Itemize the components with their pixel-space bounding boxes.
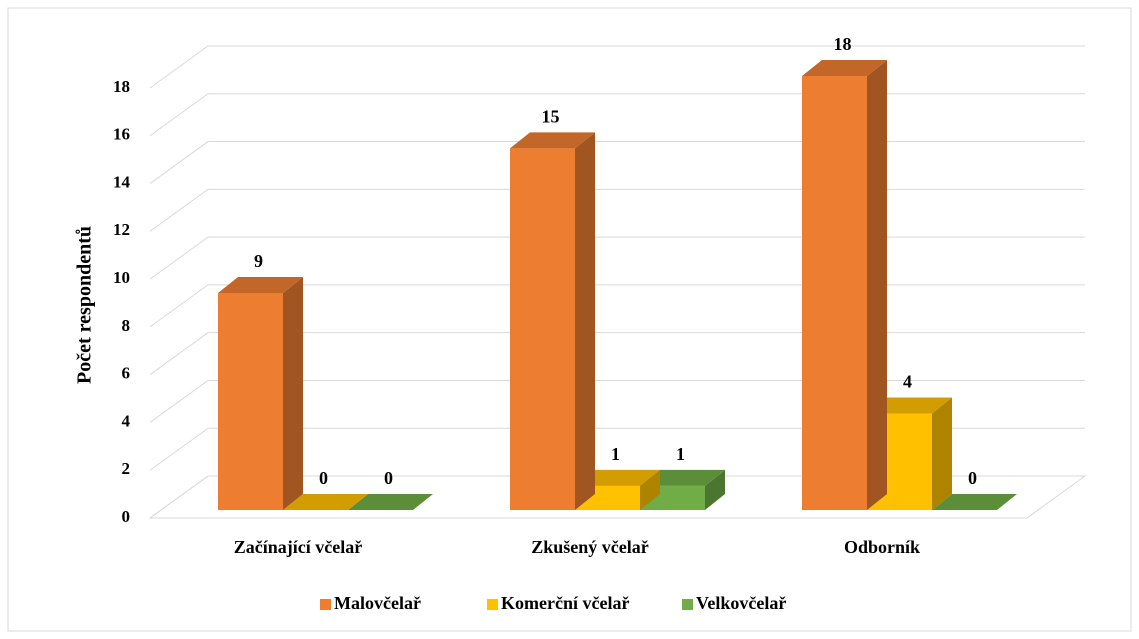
y-axis-label: Počet respondentů — [74, 226, 96, 384]
data-label: 18 — [834, 34, 852, 54]
grid-line — [149, 141, 1085, 184]
bar-top — [348, 494, 433, 510]
bar-side — [283, 277, 303, 510]
bar-top — [283, 494, 368, 510]
y-tick-label: 2 — [122, 459, 131, 478]
y-tick-label: 14 — [113, 172, 131, 191]
data-label: 0 — [384, 468, 393, 488]
bar — [348, 494, 433, 510]
data-label: 0 — [968, 468, 977, 488]
y-tick-label: 6 — [122, 364, 131, 383]
y-tick-label: 10 — [113, 268, 130, 287]
legend-swatch — [320, 599, 331, 610]
bar-side — [575, 132, 595, 511]
grid-line — [149, 332, 1085, 376]
data-label: 4 — [903, 372, 912, 392]
y-tick-label: 12 — [113, 220, 130, 239]
y-tick-label: 4 — [122, 411, 131, 430]
bar-top — [802, 60, 887, 76]
grid-line — [149, 236, 1085, 280]
bar-top — [218, 277, 303, 293]
data-label: 0 — [319, 468, 328, 488]
bar-front — [510, 148, 575, 511]
legend-swatch — [487, 599, 498, 610]
bar-side — [705, 469, 725, 510]
y-tick-label: 18 — [113, 77, 130, 96]
bar — [802, 60, 887, 510]
bar-side — [640, 469, 660, 510]
grid-line — [149, 379, 1085, 423]
y-tick-label: 8 — [122, 316, 131, 335]
bar-side — [932, 397, 952, 510]
y-tick-label: 16 — [113, 125, 130, 144]
x-tick-label: Odborník — [844, 537, 920, 557]
y-tick-label: 0 — [122, 507, 131, 526]
grid-line — [149, 475, 1085, 519]
bar-side — [867, 60, 887, 510]
bar-top — [932, 494, 1017, 510]
bar-front — [802, 76, 867, 510]
bar-top — [510, 132, 595, 149]
x-tick-label: Začínající včelař — [234, 537, 362, 557]
legend-label: Velkovčelař — [696, 593, 786, 613]
grid-line — [149, 45, 1085, 89]
grid-line — [149, 284, 1085, 328]
bar — [575, 469, 660, 510]
data-label: 15 — [542, 106, 560, 126]
bar — [218, 277, 303, 510]
data-label: 9 — [254, 251, 263, 271]
bar — [283, 494, 368, 510]
legend-label: Komerční včelař — [501, 593, 629, 613]
grid-line — [149, 93, 1085, 137]
bar-top — [867, 397, 952, 414]
bar-top — [640, 469, 725, 486]
bar-top — [575, 469, 660, 486]
grid-line — [149, 188, 1085, 232]
bar — [932, 494, 1017, 510]
legend-swatch — [682, 599, 693, 610]
bar-front — [218, 293, 283, 510]
data-label: 1 — [611, 444, 620, 464]
legend-label: Malovčelař — [334, 593, 421, 613]
grid-line — [149, 427, 1085, 471]
data-label: 1 — [676, 444, 685, 464]
bar — [510, 132, 595, 511]
x-tick-label: Zkušený včelař — [531, 537, 649, 557]
